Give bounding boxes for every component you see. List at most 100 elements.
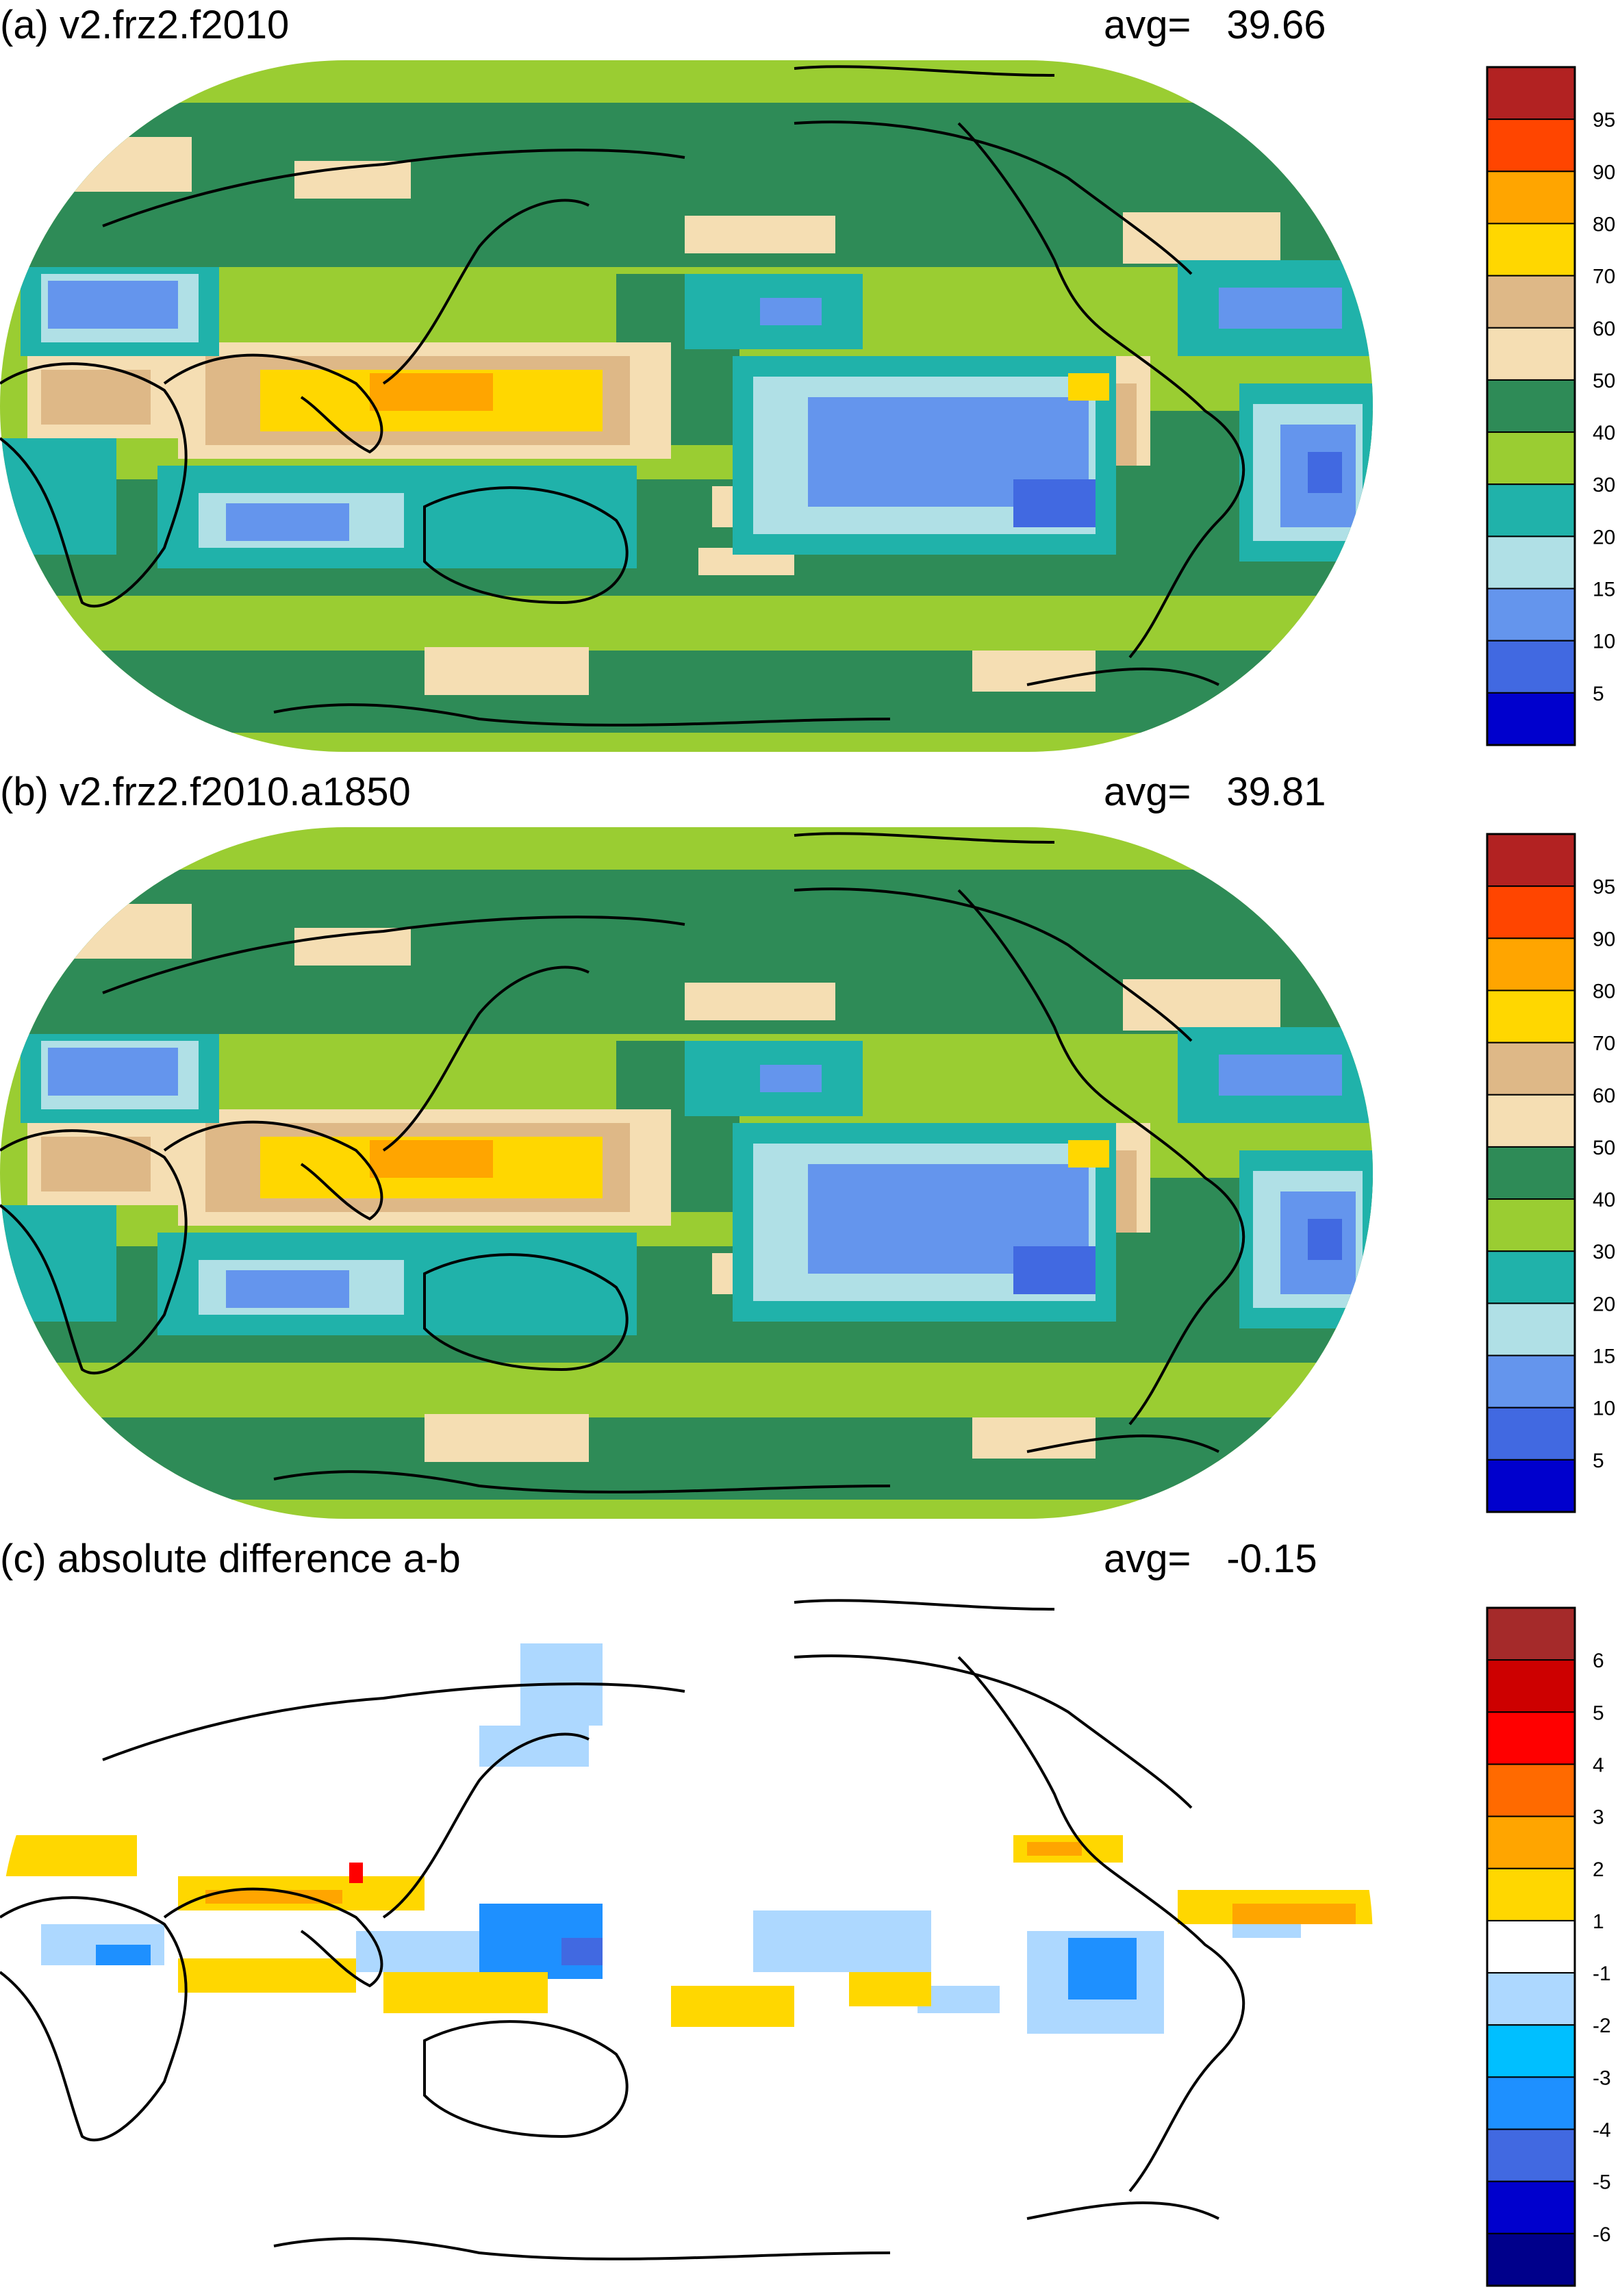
panel-b-avg: avg= 39.81	[1104, 772, 1326, 812]
colorbar-swatch	[1486, 1146, 1575, 1200]
panel-c-colorbar: 6 5 4 3 2 1 -1 -2 -3 -4 -5 -6	[1486, 1606, 1611, 2287]
panel-c-avg-value: -0.15	[1226, 1537, 1317, 1581]
colorbar-tick-label: 5	[1593, 683, 1604, 705]
colorbar-frame	[1486, 66, 1576, 746]
colorbar-swatch	[1486, 1763, 1575, 1817]
colorbar-tick-label: -6	[1593, 2223, 1611, 2246]
colorbar-tick-label: 20	[1593, 1293, 1615, 1315]
panel-c-title: (c) absolute difference a-b	[0, 1537, 461, 1581]
colorbar-swatch	[1486, 66, 1575, 121]
colorbar-tick-label: -3	[1593, 2067, 1611, 2089]
colorbar-swatch	[1486, 937, 1575, 992]
colorbar-tick-label: -1	[1593, 1963, 1611, 1985]
panel-b-colorbar: 95 90 80 70 60 50 40 30 20 15 10 5	[1486, 833, 1615, 1513]
colorbar-tick-label: 50	[1593, 1137, 1615, 1159]
colorbar-swatch	[1486, 1972, 1575, 2026]
coastlines	[0, 1599, 1245, 2260]
map-background-fill	[0, 1594, 1373, 2286]
panel-a-map	[0, 60, 1373, 752]
colorbar-swatch	[1486, 1302, 1575, 1357]
colorbar-tick-label: 15	[1593, 1346, 1615, 1368]
colorbar-frame	[1486, 833, 1576, 1513]
colorbar-tick-label: 90	[1593, 928, 1615, 950]
colorbar-swatch	[1486, 1459, 1575, 1513]
colorbar-tick-label: -2	[1593, 2015, 1611, 2037]
panel-b-map	[0, 827, 1373, 1519]
panel-b-avg-value: 39.81	[1226, 770, 1326, 814]
colorbar-tick-label: 40	[1593, 422, 1615, 444]
colorbar-tick-label: 4	[1593, 1754, 1604, 1776]
colorbar-swatch	[1486, 989, 1575, 1044]
colorbar-swatch	[1486, 171, 1575, 225]
colorbar-tick-label: 6	[1593, 1650, 1604, 1672]
colorbar-swatch	[1486, 692, 1575, 746]
colorbar-swatch	[1486, 1354, 1575, 1409]
colorbar-tick-label: 40	[1593, 1189, 1615, 1211]
colorbar-tick-label: 5	[1593, 1702, 1604, 1724]
colorbar-swatch	[1486, 640, 1575, 694]
colorbar-swatch	[1486, 2076, 1575, 2130]
colorbar-tick-label: 30	[1593, 1241, 1615, 1263]
panel-c-avg: avg= -0.15	[1104, 1539, 1317, 1579]
colorbar-tick-label: 20	[1593, 526, 1615, 548]
colorbar-tick-label: 95	[1593, 876, 1615, 898]
colorbar-swatch	[1486, 275, 1575, 329]
colorbar-tick-label: 95	[1593, 109, 1615, 131]
colorbar-swatch	[1486, 1919, 1575, 1974]
colorbar-swatch	[1486, 1094, 1575, 1148]
colorbar-frame	[1486, 1606, 1576, 2287]
colorbar-swatch	[1486, 1815, 1575, 1869]
colorbar-tick-label: 70	[1593, 266, 1615, 288]
colorbar-tick-label: 60	[1593, 318, 1615, 340]
colorbar-tick-label: 3	[1593, 1806, 1604, 1829]
colorbar-tick-label: 90	[1593, 161, 1615, 184]
colorbar-tick-label: 80	[1593, 213, 1615, 236]
colorbar-swatch	[1486, 1867, 1575, 1921]
colorbar-swatch	[1486, 1659, 1575, 1713]
colorbar-tick-label: 50	[1593, 370, 1615, 392]
panel-b-title: (b) v2.frz2.f2010.a1850	[0, 770, 411, 814]
royal-blue-regions	[1013, 1219, 1342, 1294]
colorbar-tick-label: -5	[1593, 2171, 1611, 2194]
colorbar-swatch	[1486, 431, 1575, 485]
colorbar-swatch	[1486, 833, 1575, 887]
colorbar-tick-label: -4	[1593, 2119, 1611, 2142]
colorbar-swatch	[1486, 1711, 1575, 1765]
colorbar-swatch	[1486, 588, 1575, 642]
colorbar-swatch	[1486, 1250, 1575, 1304]
colorbar-swatch	[1486, 1607, 1575, 1661]
panel-a-avg-label: avg=	[1104, 3, 1191, 47]
colorbar-swatch	[1486, 379, 1575, 433]
colorbar-tick-label: 30	[1593, 474, 1615, 496]
colorbar-swatch	[1486, 1198, 1575, 1252]
coastlines	[0, 65, 1245, 727]
colorbar-swatch	[1486, 535, 1575, 590]
colorbar-tick-label: 10	[1593, 1398, 1615, 1420]
colorbar-swatch	[1486, 1042, 1575, 1096]
panel-a-avg: avg= 39.66	[1104, 5, 1326, 45]
panel-c-avg-label: avg=	[1104, 1537, 1191, 1581]
colorbar-tick-label: 1	[1593, 1910, 1604, 1933]
panel-c-map	[0, 1594, 1373, 2286]
colorbar-tick-label: 2	[1593, 1858, 1604, 1881]
colorbar-tick-label: 5	[1593, 1450, 1604, 1472]
colorbar-swatch	[1486, 2180, 1575, 2234]
colorbar-tick-label: 10	[1593, 631, 1615, 653]
colorbar-swatch	[1486, 1406, 1575, 1461]
colorbar-tick-label: 15	[1593, 579, 1615, 601]
royal-blue-regions	[1013, 452, 1342, 527]
colorbar-swatch	[1486, 483, 1575, 538]
colorbar-swatch	[1486, 2232, 1575, 2287]
colorbar-swatch	[1486, 223, 1575, 277]
colorbar-swatch	[1486, 2128, 1575, 2182]
colorbar-tick-label: 60	[1593, 1085, 1615, 1107]
colorbar-swatch	[1486, 2024, 1575, 2078]
colorbar-tick-label: 70	[1593, 1033, 1615, 1055]
panel-a-avg-value: 39.66	[1226, 3, 1326, 47]
panel-b-avg-label: avg=	[1104, 770, 1191, 814]
moderate-positive-regions	[205, 1842, 1356, 1924]
colorbar-swatch	[1486, 118, 1575, 173]
strong-positive-regions	[349, 1863, 363, 1883]
very-strong-negative-regions	[561, 1938, 603, 1965]
